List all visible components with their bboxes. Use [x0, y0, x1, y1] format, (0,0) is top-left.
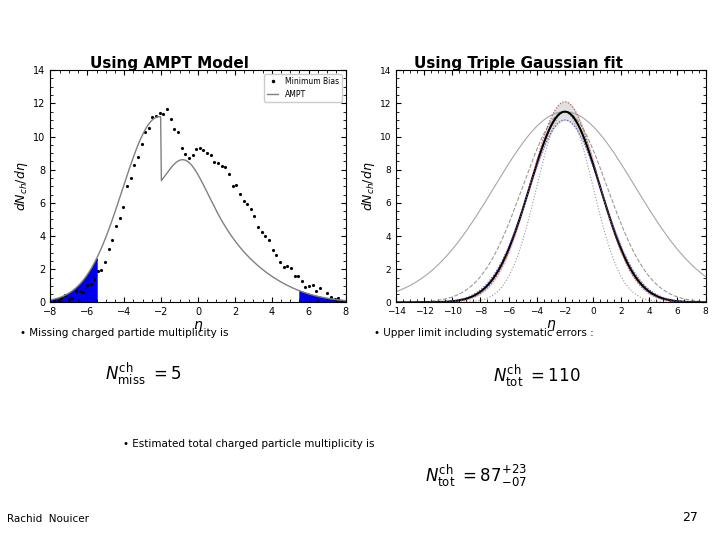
AMPT	[81, 273, 90, 280]
Text: • Missing charged partide multiplicity is: • Missing charged partide multiplicity i…	[20, 328, 229, 338]
Text: $N_{\rm tot}^{\rm ch}\ =87^{+23}_{-07}$: $N_{\rm tot}^{\rm ch}\ =87^{+23}_{-07}$	[425, 463, 527, 489]
Text: • Upper limit including systematic errors :: • Upper limit including systematic error…	[374, 328, 594, 338]
AMPT	[163, 168, 172, 175]
Text: $N_{\rm tot}^{\rm ch}\ =110$: $N_{\rm tot}^{\rm ch}\ =110$	[492, 362, 580, 389]
Minimum Bias	[50, 296, 58, 303]
AMPT	[341, 298, 350, 304]
AMPT	[261, 269, 270, 275]
X-axis label: $\eta$: $\eta$	[193, 319, 203, 334]
Minimum Bias	[225, 171, 233, 177]
AMPT	[143, 124, 151, 131]
Text: Using Triple Gaussian fit: Using Triple Gaussian fit	[414, 56, 623, 71]
Text: Rachid  Nouicer: Rachid Nouicer	[7, 514, 89, 524]
Line: AMPT: AMPT	[50, 117, 346, 301]
Y-axis label: $dN_{ch}/d\eta$: $dN_{ch}/d\eta$	[14, 161, 30, 211]
Y-axis label: $dN_{ch}/d\eta$: $dN_{ch}/d\eta$	[360, 161, 377, 211]
Minimum Bias	[338, 299, 346, 306]
Text: Using AMPT Model: Using AMPT Model	[90, 56, 248, 71]
AMPT	[46, 297, 55, 303]
Minimum Bias	[250, 212, 258, 219]
Line: Minimum Bias: Minimum Bias	[53, 107, 343, 304]
X-axis label: $\eta$: $\eta$	[546, 318, 556, 333]
Minimum Bias	[308, 282, 317, 288]
Minimum Bias	[228, 183, 237, 189]
AMPT	[260, 267, 269, 274]
Text: 27: 27	[683, 511, 698, 524]
Minimum Bias	[181, 151, 189, 157]
Minimum Bias	[163, 106, 171, 112]
Legend: Minimum Bias, AMPT: Minimum Bias, AMPT	[264, 74, 342, 102]
AMPT	[155, 113, 163, 120]
Text: • Estimated total charged particle multiplicity is: • Estimated total charged particle multi…	[123, 440, 375, 449]
Minimum Bias	[239, 198, 248, 204]
Text: Estimates of the Total Charged Particle Production: Estimates of the Total Charged Particle …	[62, 16, 658, 36]
Text: $N_{\rm miss}^{\rm ch}\ =5$: $N_{\rm miss}^{\rm ch}\ =5$	[105, 361, 181, 387]
AMPT	[233, 240, 241, 247]
